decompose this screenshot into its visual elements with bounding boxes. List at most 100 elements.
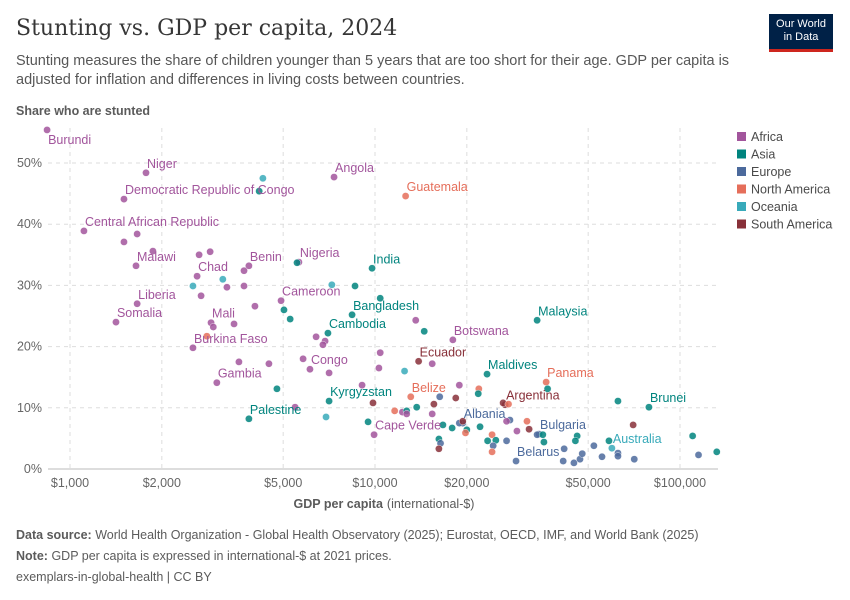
- data-point: [435, 445, 443, 453]
- point-label: Argentina: [506, 389, 560, 403]
- data-point: [280, 306, 288, 314]
- point-label: Panama: [547, 366, 594, 380]
- data-point: [348, 310, 356, 319]
- data-point: [193, 272, 201, 281]
- data-point: [629, 421, 637, 429]
- point-label: Belize: [412, 381, 446, 395]
- data-point: [273, 385, 281, 393]
- data-point: [614, 452, 622, 460]
- data-point: [533, 316, 541, 325]
- legend-label: Asia: [751, 148, 775, 162]
- data-point: [412, 403, 421, 411]
- data-point: [590, 441, 598, 450]
- data-point: [504, 400, 513, 408]
- data-point: [512, 457, 520, 465]
- data-point: [142, 168, 150, 177]
- data-point: [133, 230, 141, 238]
- data-point: [293, 258, 301, 267]
- data-point: [325, 397, 333, 405]
- note-text: GDP per capita is expressed in internati…: [51, 549, 392, 563]
- data-point: [483, 370, 491, 378]
- x-axis-label-unit: (international-$): [387, 497, 475, 511]
- data-point: [328, 280, 336, 289]
- data-point: [235, 358, 243, 366]
- data-point: [251, 302, 259, 311]
- data-point: [203, 332, 211, 340]
- legend-swatch: [737, 132, 746, 141]
- data-point: [364, 418, 372, 426]
- data-point: [368, 264, 376, 273]
- legend-label: Europe: [751, 165, 791, 179]
- legend-swatch: [737, 149, 746, 159]
- source-label: Data source:: [16, 528, 92, 542]
- data-point: [322, 413, 330, 421]
- legend-item[interactable]: Oceania: [737, 200, 798, 214]
- data-point: [428, 410, 436, 418]
- legend-item[interactable]: Africa: [737, 130, 783, 144]
- data-point: [571, 437, 580, 445]
- data-point: [406, 392, 415, 401]
- point-label: Somalia: [117, 306, 162, 320]
- data-point: [513, 427, 521, 435]
- data-point: [539, 430, 547, 439]
- data-point: [578, 449, 587, 458]
- data-point: [439, 421, 447, 429]
- data-point: [213, 378, 221, 387]
- data-point: [451, 394, 460, 402]
- point-label: Palestine: [250, 403, 301, 417]
- point-label: Bulgaria: [540, 418, 586, 432]
- legend-swatch: [737, 184, 746, 194]
- data-point: [255, 187, 263, 195]
- point-label: Cape Verde: [375, 419, 441, 433]
- legend-item[interactable]: Europe: [737, 165, 791, 179]
- data-point: [265, 359, 273, 368]
- data-point: [428, 359, 436, 368]
- legend-swatch: [737, 219, 746, 229]
- data-point: [543, 385, 552, 393]
- data-point: [312, 333, 320, 341]
- data-point: [694, 451, 703, 459]
- data-point: [43, 126, 51, 134]
- data-point: [411, 316, 420, 325]
- data-point: [449, 336, 457, 344]
- legend-item[interactable]: North America: [737, 183, 830, 197]
- data-point: [223, 283, 231, 292]
- data-point: [420, 327, 429, 336]
- data-point: [430, 400, 438, 408]
- data-point: [458, 417, 467, 426]
- data-point: [598, 452, 606, 461]
- point-label: Burundi: [48, 133, 91, 147]
- data-point: [358, 381, 366, 389]
- legend-item[interactable]: Asia: [737, 148, 775, 162]
- data-point: [286, 315, 294, 323]
- legend-swatch: [737, 167, 746, 176]
- data-point: [132, 262, 140, 270]
- data-point: [277, 296, 285, 305]
- data-point: [80, 227, 88, 235]
- point-label: Belarus: [517, 445, 559, 459]
- y-axis-label: Share who are stunted: [16, 104, 150, 118]
- point-label: Burkina Faso: [194, 332, 268, 346]
- credit[interactable]: exemplars-in-global-health | CC BY: [16, 570, 212, 584]
- data-point: [605, 437, 613, 445]
- data-point: [474, 389, 483, 398]
- point-label: Gambia: [218, 367, 262, 381]
- chart-subtitle: Stunting measures the share of children …: [16, 53, 730, 88]
- data-point: [319, 340, 327, 349]
- x-tick-label: $20,000: [444, 476, 489, 490]
- data-point: [133, 299, 141, 308]
- owid-logo[interactable]: Our World in Data: [769, 14, 833, 52]
- point-label: Nigeria: [300, 246, 340, 260]
- data-point: [195, 250, 203, 259]
- data-point: [559, 457, 567, 465]
- point-label: Democratic Republic of Congo: [125, 183, 295, 197]
- point-label: Chad: [198, 260, 228, 274]
- data-point: [540, 438, 548, 446]
- data-point: [630, 455, 639, 464]
- legend-item[interactable]: South America: [737, 218, 832, 232]
- point-label: Mali: [212, 307, 235, 321]
- point-label: Niger: [147, 157, 177, 171]
- point-label: Ecuador: [420, 345, 467, 359]
- point-label: Bangladesh: [353, 299, 419, 313]
